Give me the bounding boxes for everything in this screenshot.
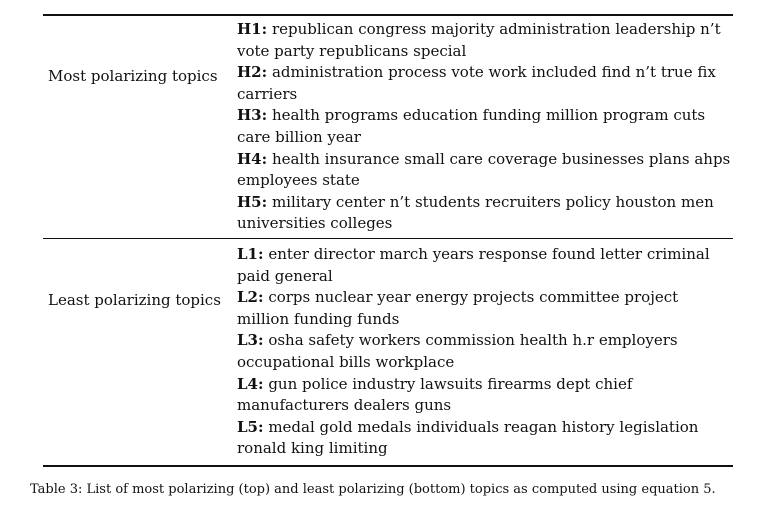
topic-words: health programs education funding millio…	[237, 106, 706, 146]
topic-id: H3:	[237, 106, 268, 125]
most-polarizing-topic-list: H1: republican congress majority adminis…	[237, 19, 733, 235]
least-polarizing-topic-list: L1: enter director march years response …	[237, 244, 733, 460]
topic-id: H4:	[237, 149, 268, 168]
topic-h1: H1: republican congress majority adminis…	[237, 19, 733, 62]
topic-h3: H3: health programs education funding mi…	[237, 105, 733, 148]
topic-id: L5:	[237, 417, 264, 436]
topic-words: enter director march years response foun…	[237, 245, 710, 285]
top-rule	[43, 14, 733, 16]
topic-id: H5:	[237, 192, 268, 211]
topic-words: corps nuclear year energy projects commi…	[237, 288, 679, 328]
topic-words: osha safety workers commission health h.…	[237, 331, 678, 371]
topic-id: L4:	[237, 374, 264, 393]
topics-table: Most polarizing topics H1: republican co…	[43, 14, 733, 467]
topic-words: medal gold medals individuals reagan his…	[237, 417, 699, 458]
least-polarizing-label: Least polarizing topics	[48, 291, 221, 309]
topic-l2: L2: corps nuclear year energy projects c…	[237, 287, 733, 330]
least-polarizing-section: Least polarizing topics L1: enter direct…	[43, 239, 733, 465]
topic-id: H2:	[237, 63, 268, 82]
topic-id: L2:	[237, 288, 264, 307]
most-polarizing-section: Most polarizing topics H1: republican co…	[43, 16, 733, 238]
topic-h2: H2: administration process vote work inc…	[237, 62, 733, 105]
topic-h5: H5: military center n’t students recruit…	[237, 192, 733, 235]
topic-id: L3:	[237, 331, 264, 350]
topic-words: gun police industry lawsuits firearms de…	[237, 374, 633, 415]
topic-h4: H4: health insurance small care coverage…	[237, 149, 733, 192]
topic-l3: L3: osha safety workers commission healt…	[237, 330, 733, 373]
topic-words: health insurance small care coverage bus…	[237, 149, 731, 190]
topic-l5: L5: medal gold medals individuals reagan…	[237, 417, 733, 460]
topic-l4: L4: gun police industry lawsuits firearm…	[237, 374, 733, 417]
topic-words: administration process vote work include…	[237, 63, 716, 103]
topic-words: republican congress majority administrat…	[237, 20, 721, 60]
topic-id: H1:	[237, 20, 268, 38]
bottom-rule	[43, 465, 733, 467]
topic-words: military center n’t students recruiters …	[237, 192, 714, 233]
topic-id: L1:	[237, 245, 264, 263]
topic-l1: L1: enter director march years response …	[237, 244, 733, 287]
mid-rule	[43, 238, 733, 239]
most-polarizing-label: Most polarizing topics	[48, 67, 218, 85]
table-caption: Table 3: List of most polarizing (top) a…	[30, 482, 716, 497]
